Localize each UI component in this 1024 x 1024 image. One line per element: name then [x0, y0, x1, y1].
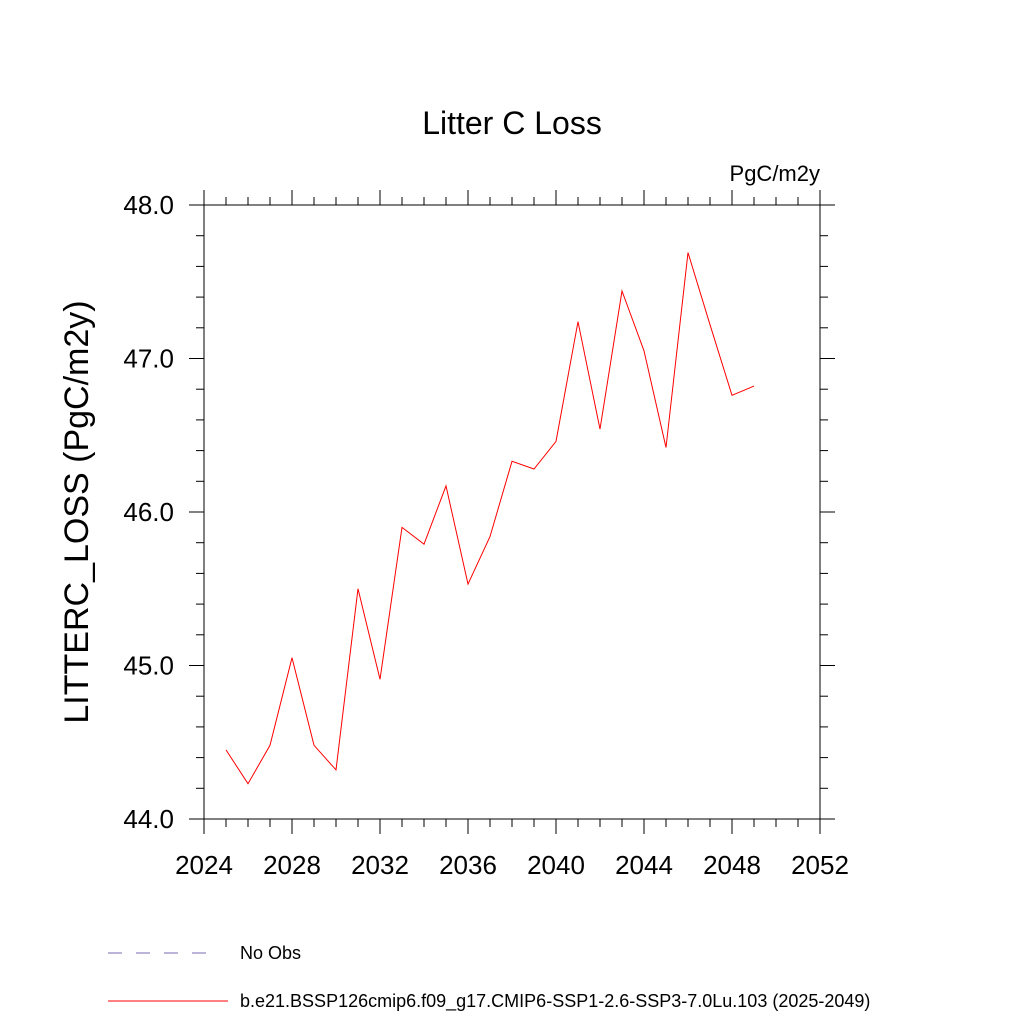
x-tick-label: 2032	[351, 850, 409, 880]
x-tick-label: 2052	[791, 850, 849, 880]
units-label: PgC/m2y	[730, 161, 820, 186]
x-tick-label: 2024	[175, 850, 233, 880]
legend-label-model-run: b.e21.BSSP126cmip6.f09_g17.CMIP6-SSP1-2.…	[240, 991, 870, 1012]
y-tick-label: 46.0	[123, 497, 174, 527]
x-tick-label: 2040	[527, 850, 585, 880]
x-tick-label: 2048	[703, 850, 761, 880]
y-tick-label: 48.0	[123, 190, 174, 220]
x-tick-label: 2044	[615, 850, 673, 880]
axis-ticks: 2024 2028 2032 2036 2040 2044 2048 2052 44.0 45.0…	[123, 190, 849, 880]
legend: No Obs b.e21.BSSP126cmip6.f09_g17.CMIP6-…	[108, 943, 870, 1012]
legend-label-no-obs: No Obs	[240, 943, 301, 963]
x-tick-label: 2028	[263, 850, 321, 880]
y-axis-label: LITTERC_LOSS (PgC/m2y)	[58, 300, 96, 723]
y-tick-label: 47.0	[123, 344, 174, 374]
plot-frame	[203, 204, 821, 820]
series-line	[225, 252, 755, 785]
y-tick-label: 45.0	[123, 651, 174, 681]
y-tick-label: 44.0	[123, 804, 174, 834]
series-layer	[225, 252, 755, 785]
chart-title: Litter C Loss	[422, 105, 602, 141]
x-tick-label: 2036	[439, 850, 497, 880]
